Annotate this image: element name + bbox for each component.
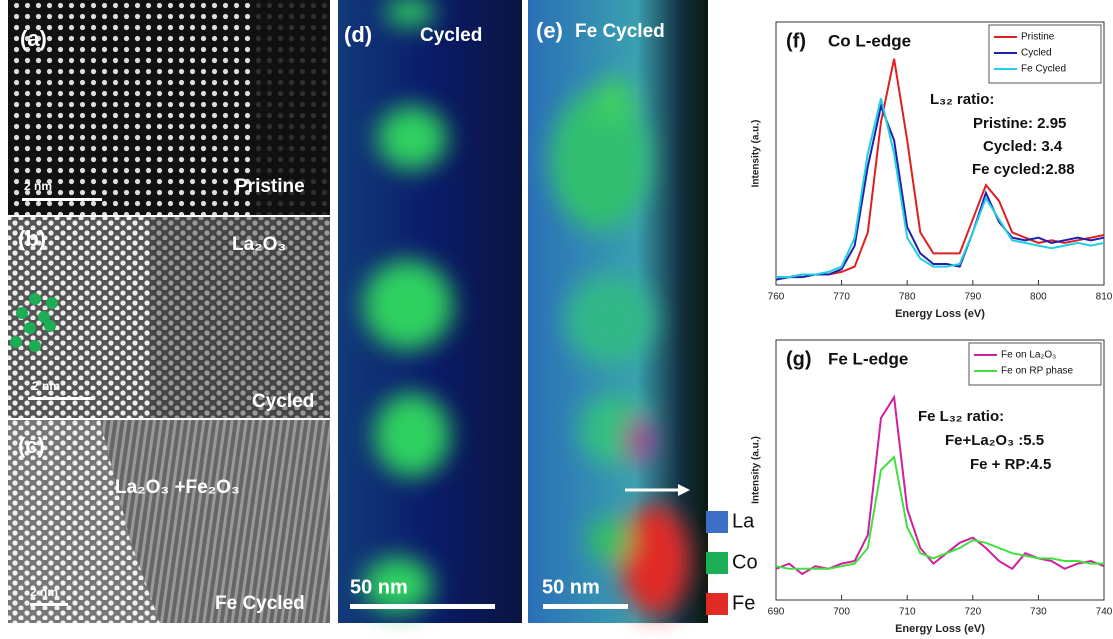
chart-title: Fe L-edge: [828, 349, 908, 368]
panel-caption: Fe Cycled: [215, 593, 305, 614]
figure: (a) Pristine 2 nm (b) La₂O₃ Cycled 2 nm …: [0, 0, 1113, 639]
x-tick-label: 810: [1096, 292, 1113, 303]
scale-bar: [28, 397, 93, 400]
scale-bar-label: 2 nm: [32, 379, 60, 393]
x-tick-label: 730: [1030, 607, 1047, 618]
annotation: Fe cycled:2.88: [972, 161, 1075, 178]
scale-bar-label: 2 nm: [24, 179, 52, 193]
legend-label: Fe Cycled: [1021, 64, 1066, 75]
legend-label: Fe on RP phase: [1001, 366, 1074, 377]
spectrum-line: [776, 457, 1104, 569]
panel-label: (c): [18, 433, 45, 458]
panel-label: (g): [786, 348, 812, 370]
legend-label: Co: [732, 551, 758, 573]
legend-swatch: [706, 552, 728, 574]
annotation: Fe+La₂O₃ :5.5: [945, 432, 1044, 449]
annotation: Fe L₃₂ ratio:: [918, 408, 1004, 425]
legend-label: Pristine: [1021, 32, 1055, 43]
legend-label: Fe: [732, 592, 755, 614]
x-tick-label: 740: [1096, 607, 1113, 618]
x-tick-label: 700: [833, 607, 850, 618]
scale-bar: [30, 603, 68, 606]
scale-bar: [543, 604, 628, 609]
x-tick-label: 760: [768, 292, 785, 303]
x-tick-label: 800: [1030, 292, 1047, 303]
annotation: Fe + RP:4.5: [970, 456, 1051, 473]
x-tick-label: 690: [768, 607, 785, 618]
panel-caption: Cycled: [252, 391, 314, 412]
panel-caption: Pristine: [235, 176, 305, 197]
scale-bar-label: 50 nm: [350, 576, 408, 598]
y-axis-label: Intensity (a.u.): [751, 436, 762, 504]
x-axis-label: Energy Loss (eV): [895, 623, 985, 635]
phase-label: La₂O₃ +Fe₂O₃: [115, 477, 240, 498]
y-axis-label: Intensity (a.u.): [751, 120, 762, 188]
x-tick-label: 790: [964, 292, 981, 303]
x-tick-label: 720: [964, 607, 981, 618]
x-tick-label: 780: [899, 292, 916, 303]
annotation: Pristine: 2.95: [973, 115, 1066, 132]
x-tick-label: 770: [833, 292, 850, 303]
panel-label: (d): [344, 22, 372, 47]
x-tick-label: 710: [899, 607, 916, 618]
legend-label: Cycled: [1021, 48, 1052, 59]
annotation: L₃₂ ratio:: [930, 91, 994, 108]
legend-swatch: [706, 511, 728, 533]
panel-caption: Fe Cycled: [575, 21, 665, 42]
legend-swatch: [706, 593, 728, 615]
scale-bar: [350, 604, 495, 609]
scale-bar-label: 2 nm: [30, 585, 58, 599]
panel-caption: Cycled: [420, 25, 482, 46]
scale-bar: [22, 198, 102, 201]
legend-label: La: [732, 510, 755, 532]
panel-label: (b): [18, 226, 46, 251]
legend-label: Fe on La₂O₃: [1001, 350, 1056, 361]
panel-label: (a): [20, 26, 47, 51]
chart-title: Co L-edge: [828, 31, 911, 50]
annotation: Cycled: 3.4: [983, 138, 1063, 155]
panel-label: (e): [536, 18, 563, 43]
panel-label: (f): [786, 30, 806, 52]
phase-label: La₂O₃: [232, 234, 286, 255]
x-axis-label: Energy Loss (eV): [895, 308, 985, 320]
scale-bar-label: 50 nm: [542, 576, 600, 598]
